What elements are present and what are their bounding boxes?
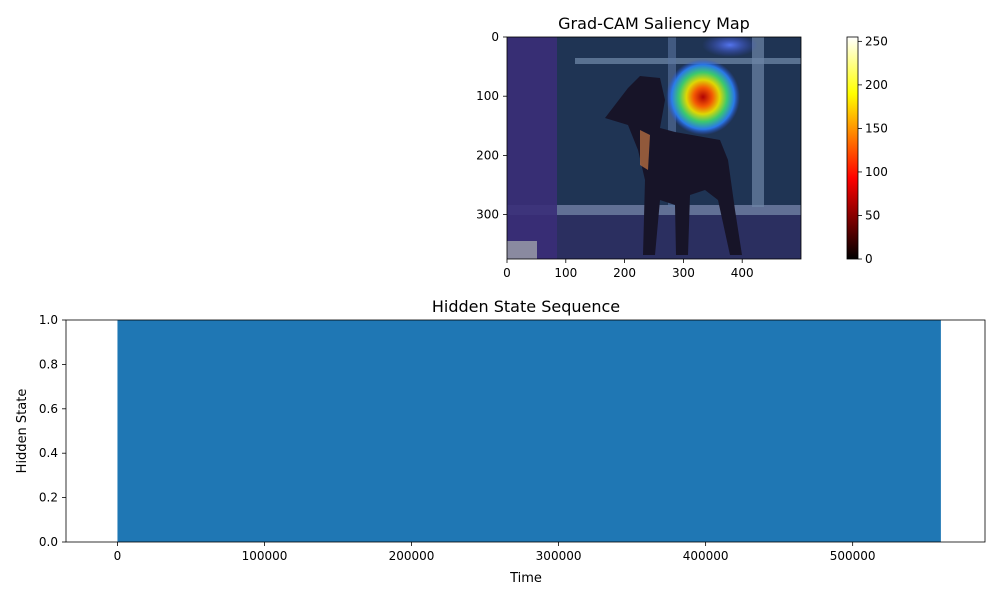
hs-y-tick-label: 0.2 xyxy=(39,491,58,505)
hs-x-tick-label: 200000 xyxy=(389,549,435,563)
saliency-y-tick-label: 0 xyxy=(491,30,499,44)
colorbar-tick-label: 50 xyxy=(865,208,880,222)
colorbar xyxy=(846,36,859,260)
saliency-y-tick-label: 300 xyxy=(476,208,499,222)
hs-y-tick-label: 0.8 xyxy=(39,357,58,371)
hidden-state-title: Hidden State Sequence xyxy=(432,297,620,316)
saliency-x-tick-label: 300 xyxy=(672,266,695,280)
hs-y-tick-label: 0.0 xyxy=(39,535,58,549)
saliency-x-tick-label: 0 xyxy=(503,266,511,280)
saliency-y-tick-label: 200 xyxy=(476,148,499,162)
colorbar-tick-label: 0 xyxy=(865,252,873,266)
saliency-y-tick-label: 100 xyxy=(476,89,499,103)
hs-x-tick-label: 100000 xyxy=(242,549,288,563)
colorbar-tick-label: 250 xyxy=(865,34,888,48)
saliency-x-tick-label: 400 xyxy=(731,266,754,280)
hs-x-tick-label: 400000 xyxy=(683,549,729,563)
hs-y-tick-label: 0.4 xyxy=(39,446,58,460)
hs-y-tick-label: 1.0 xyxy=(39,313,58,327)
hidden-state-area xyxy=(117,320,941,542)
saliency-x-tick-label: 200 xyxy=(613,266,636,280)
x-axis-label: Time xyxy=(509,571,542,586)
hs-x-tick-label: 500000 xyxy=(830,549,876,563)
saliency-title: Grad-CAM Saliency Map xyxy=(558,14,750,33)
colorbar-tick-label: 200 xyxy=(865,78,888,92)
saliency-x-tick-label: 100 xyxy=(554,266,577,280)
saliency-hotspot xyxy=(666,59,740,135)
hs-x-tick-label: 0 xyxy=(114,549,122,563)
hs-x-tick-label: 300000 xyxy=(536,549,582,563)
y-axis-label: Hidden State xyxy=(15,389,30,474)
hs-y-tick-label: 0.6 xyxy=(39,402,58,416)
colorbar-tick-label: 100 xyxy=(865,165,888,179)
saliency-chart: Grad-CAM Saliency Map 0 100 200 300 400 0 100 2… xyxy=(476,14,888,280)
colorbar-tick-label: 150 xyxy=(865,121,888,135)
saliency-image xyxy=(507,37,801,259)
hidden-state-chart: Hidden State Sequence 0 100000 200000 30000… xyxy=(15,297,986,586)
